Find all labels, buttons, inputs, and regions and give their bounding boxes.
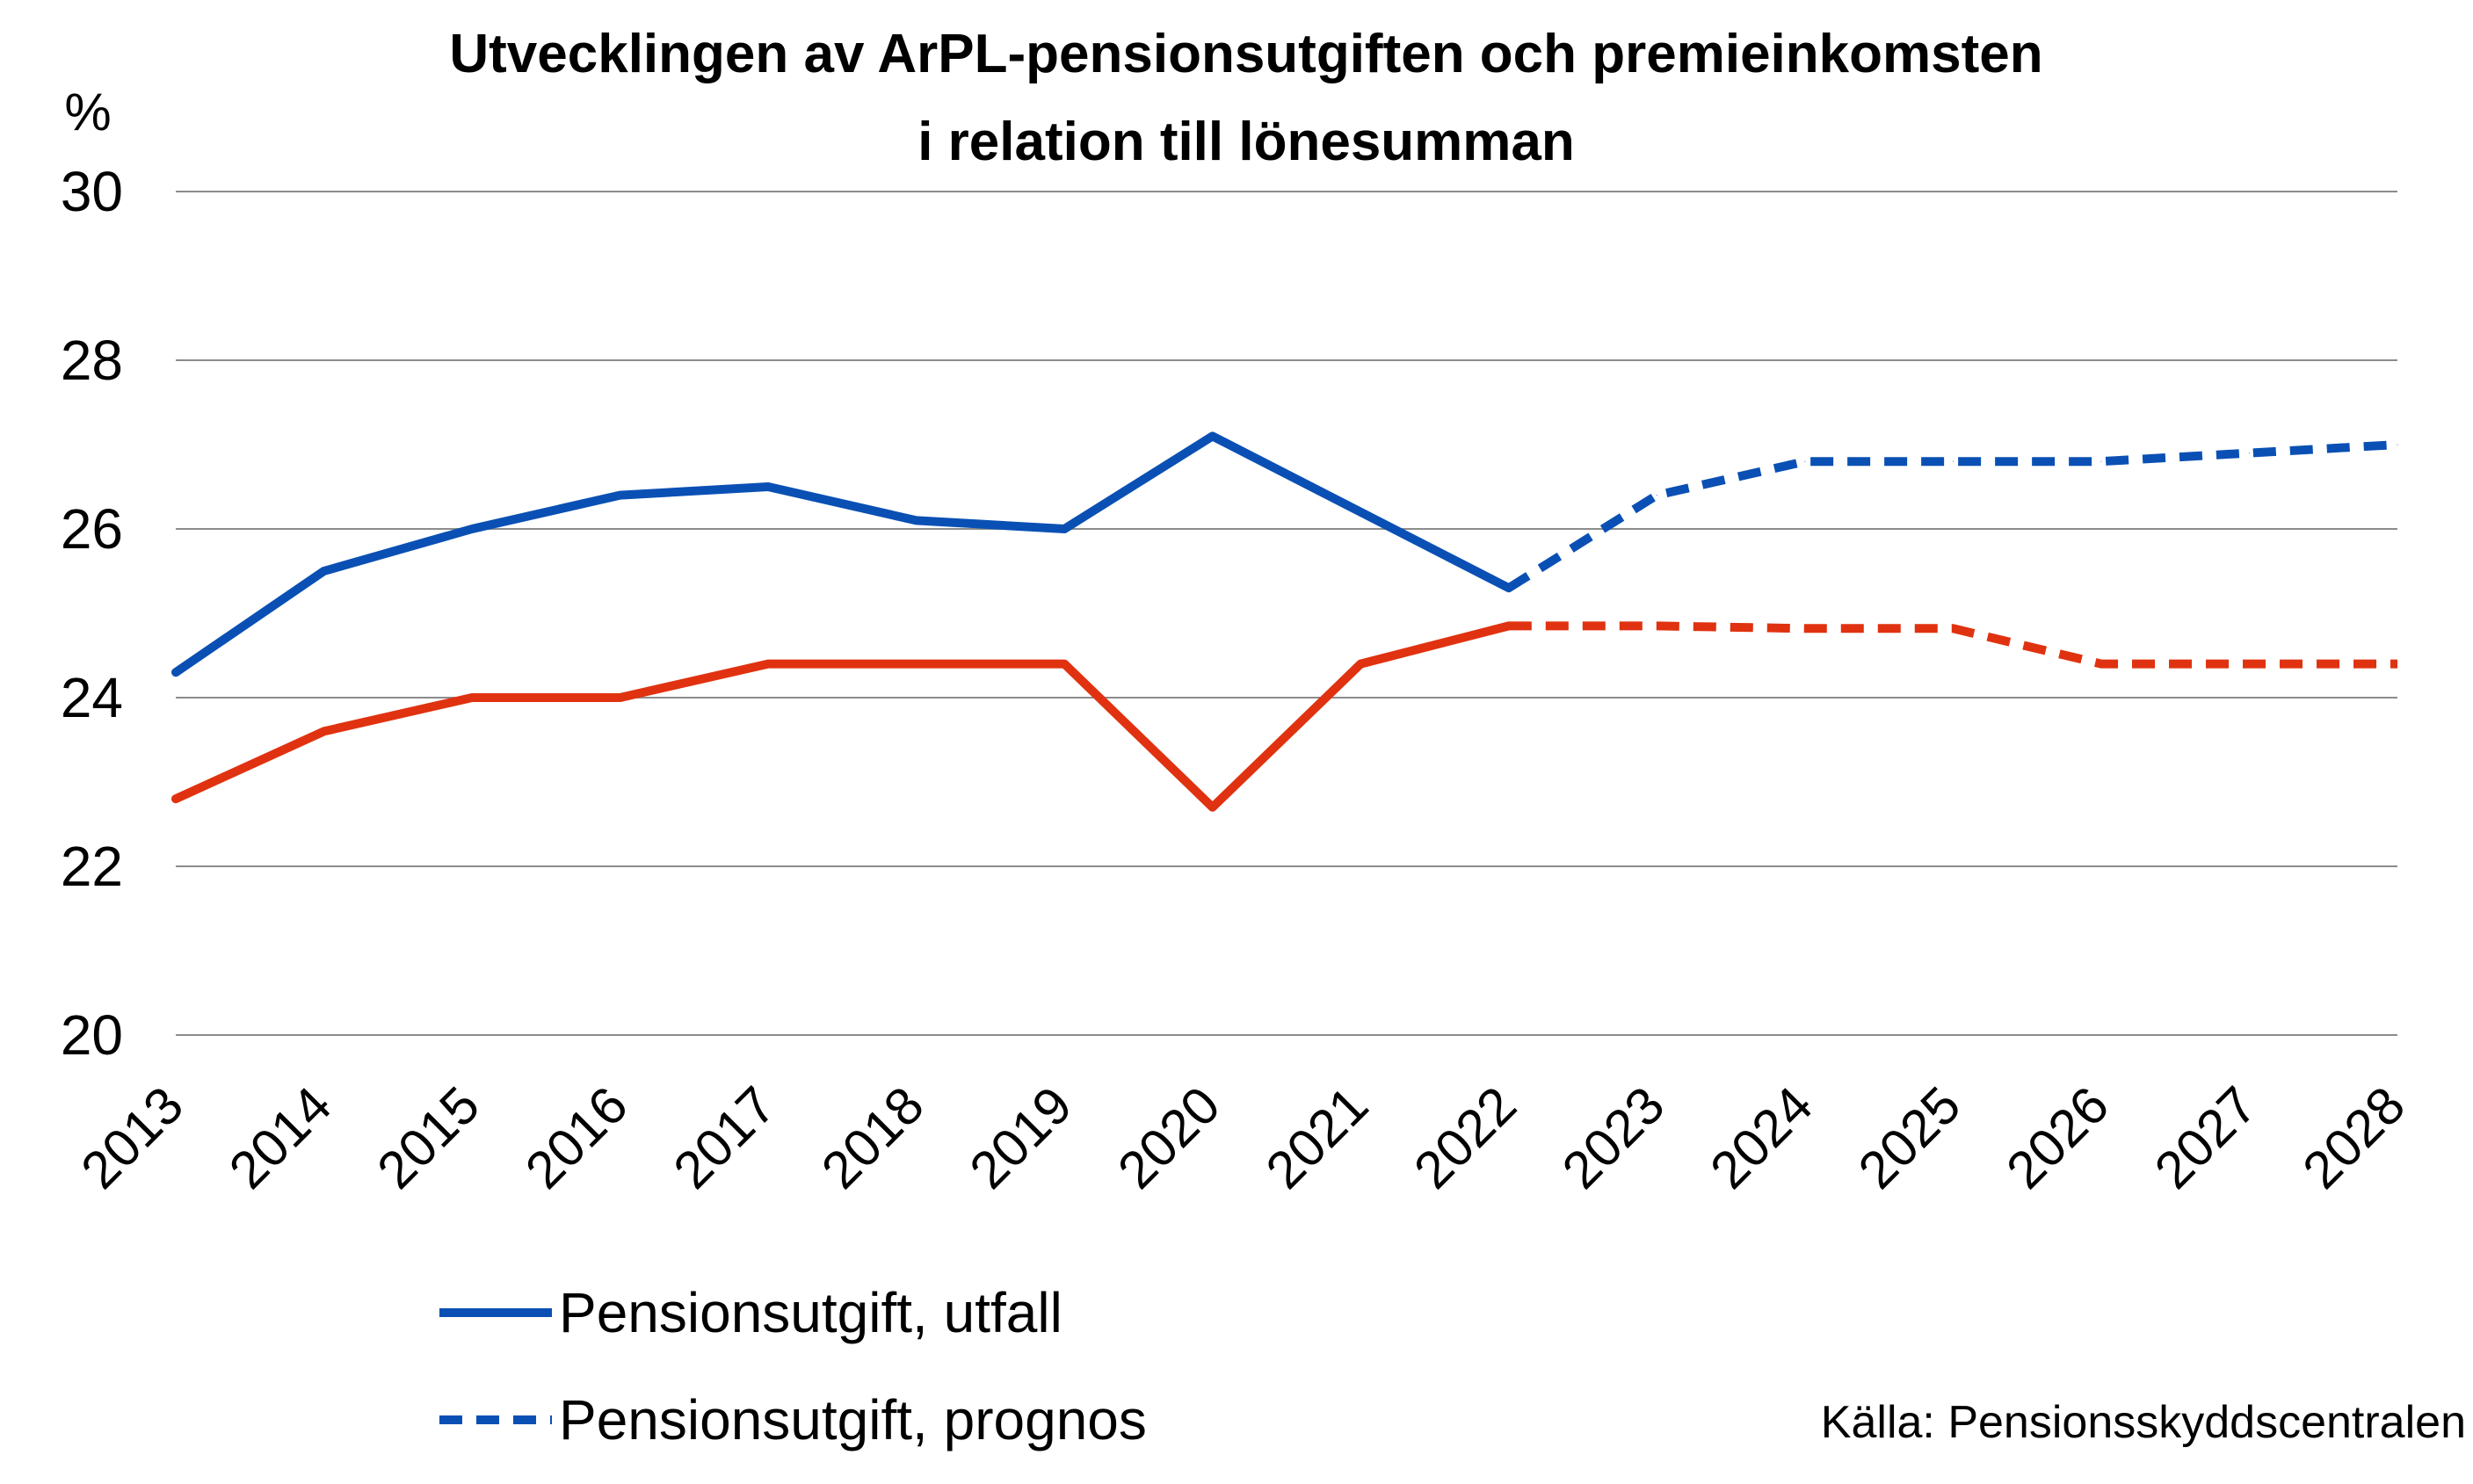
data-point — [2397, 663, 2398, 665]
data-point — [1952, 627, 1954, 629]
x-tick-label: 2026 — [1995, 1075, 2120, 1200]
source-note: Källa: Pensionsskyddscentralen — [1821, 1397, 2466, 1448]
x-tick-label: 2019 — [959, 1075, 1084, 1200]
x-tick-label: 2021 — [1255, 1075, 1380, 1200]
y-tick-label: 28 — [61, 329, 123, 392]
x-tick-label: 2014 — [218, 1075, 343, 1200]
chart-title-line-2: i relation till lönesumman — [917, 112, 1575, 172]
data-point — [1063, 528, 1065, 530]
series-line-3-forecast — [1508, 621, 2397, 669]
y-tick-label: 22 — [61, 835, 123, 898]
data-point — [1360, 663, 1361, 665]
series-lines — [171, 431, 2398, 812]
legend-label: Pensionsutgift, prognos — [559, 1388, 1147, 1451]
x-tick-label: 2015 — [366, 1075, 490, 1200]
data-point — [767, 486, 769, 488]
chart-title-line-1: Utvecklingen av ArPL-pensionsutgiften oc… — [449, 24, 2042, 84]
y-tick-label: 20 — [61, 1003, 123, 1067]
data-point — [1508, 587, 1510, 589]
x-tick-label: 2023 — [1551, 1075, 1676, 1200]
x-tick-label: 2017 — [663, 1075, 787, 1200]
data-point — [175, 671, 177, 673]
data-point — [1212, 435, 1214, 437]
x-tick-label: 2018 — [810, 1075, 935, 1200]
legend-label: Pensionsutgift, utfall — [559, 1281, 1062, 1344]
series-line-2-actual — [171, 621, 1513, 812]
data-point — [2248, 452, 2250, 454]
data-point — [2248, 663, 2250, 665]
data-point — [323, 570, 325, 572]
legend: Pensionsutgift, utfall Pensionsutgift, pr… — [439, 1281, 1147, 1451]
data-point — [1804, 460, 1806, 462]
data-point — [2100, 663, 2102, 665]
series-line-1-forecast — [1506, 440, 2398, 592]
data-point — [1952, 460, 1954, 462]
x-tick-label: 2025 — [1847, 1075, 1972, 1200]
data-point — [1804, 627, 1806, 629]
y-axis-ticks: 20 22 24 26 28 30 — [61, 160, 123, 1067]
x-axis-ticks: 2013 2014 2015 2016 2017 2018 2019 2020 2021 2022… — [69, 1075, 2416, 1200]
data-point — [767, 663, 769, 665]
data-point — [1360, 511, 1361, 513]
x-tick-label: 2027 — [2143, 1075, 2268, 1200]
x-tick-label: 2016 — [514, 1075, 639, 1200]
x-tick-label: 2020 — [1106, 1075, 1231, 1200]
series-line-0-actual — [171, 431, 1513, 677]
data-point — [471, 528, 473, 530]
data-point — [323, 730, 325, 732]
data-point — [471, 697, 473, 699]
x-tick-label: 2022 — [1403, 1075, 1527, 1200]
gridlines — [176, 191, 2397, 1036]
x-tick-label: 2024 — [1699, 1075, 1824, 1200]
data-point — [1063, 663, 1065, 665]
y-tick-label: 26 — [61, 497, 123, 561]
y-tick-label: 24 — [61, 666, 123, 729]
y-tick-label: 30 — [61, 160, 123, 223]
data-point — [175, 798, 177, 800]
x-tick-label: 2013 — [69, 1075, 194, 1200]
x-tick-label: 2028 — [2291, 1075, 2416, 1200]
data-point — [916, 663, 917, 665]
data-point — [2100, 460, 2102, 462]
data-point — [916, 519, 917, 521]
y-axis-unit-label: % — [64, 83, 111, 141]
